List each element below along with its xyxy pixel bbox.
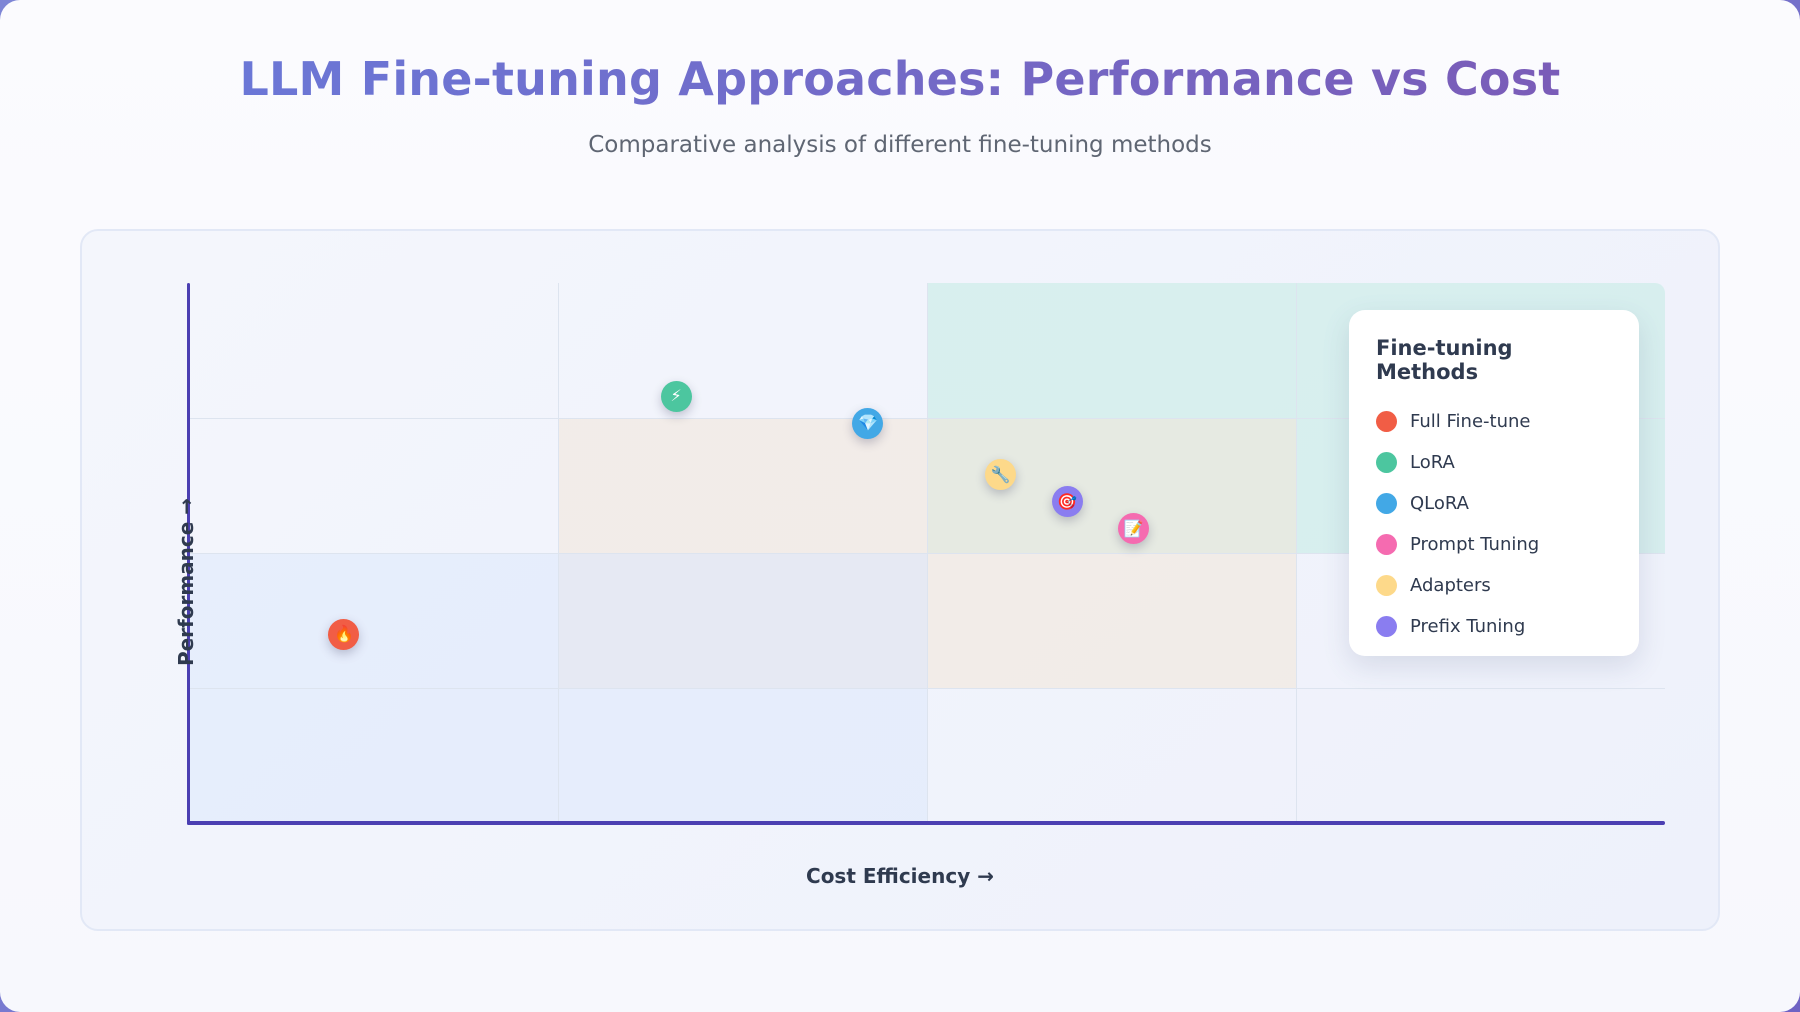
legend-color-dot [1376, 411, 1397, 432]
legend-item: QLoRA [1376, 483, 1613, 524]
legend-item: Full Fine-tune [1376, 401, 1613, 442]
chart-title: LLM Fine-tuning Approaches: Performance … [0, 52, 1800, 106]
x-axis [187, 821, 1665, 825]
legend-label: QLoRA [1410, 493, 1469, 514]
legend: Fine-tuning Methods Full Fine-tune LoRA QL… [1349, 310, 1639, 656]
y-axis [187, 283, 190, 825]
fire-icon: 🔥 [334, 624, 354, 643]
legend-label: Prompt Tuning [1410, 534, 1540, 555]
legend-title: Fine-tuning Methods [1376, 336, 1513, 384]
legend-color-dot [1376, 534, 1397, 555]
legend-items: Full Fine-tune LoRA QLoRA Prompt Tuning Adap… [1376, 401, 1613, 647]
legend-color-dot [1376, 452, 1397, 473]
target-icon: 🎯 [1057, 491, 1078, 511]
data-point-prefix-tuning[interactable]: 🎯 [1051, 486, 1083, 518]
legend-color-dot [1376, 493, 1397, 514]
gem-icon: 💎 [857, 413, 878, 433]
legend-color-dot [1376, 616, 1397, 637]
legend-item: Prefix Tuning [1376, 606, 1613, 647]
legend-color-dot [1376, 575, 1397, 596]
y-axis-label: Performance → [174, 497, 198, 667]
memo-icon: 📝 [1123, 518, 1144, 538]
gridline-horizontal [189, 553, 1665, 554]
chart-subtitle: Comparative analysis of different fine-t… [588, 132, 1212, 158]
gridline-horizontal [189, 418, 1665, 419]
legend-item: Prompt Tuning [1376, 524, 1613, 565]
data-point-qlora[interactable]: 💎 [852, 407, 884, 439]
legend-label: Adapters [1410, 575, 1491, 596]
data-point-adapters[interactable]: 🔧 [985, 459, 1017, 491]
legend-label: LoRA [1410, 452, 1455, 473]
legend-label: Prefix Tuning [1410, 616, 1526, 637]
legend-label: Full Fine-tune [1410, 411, 1531, 432]
wrench-icon: 🔧 [990, 464, 1011, 484]
legend-item: Adapters [1376, 565, 1613, 606]
data-point-prompt-tuning[interactable]: 📝 [1118, 513, 1150, 545]
x-axis-label: Cost Efficiency → [806, 864, 994, 888]
lightning-icon: ⚡ [670, 386, 682, 406]
data-point-full-fine-tune[interactable]: 🔥 [328, 618, 360, 650]
chart-title-text: LLM Fine-tuning Approaches: Performance … [239, 52, 1561, 106]
data-point-lora[interactable]: ⚡ [660, 380, 692, 412]
plot-area: 🔥 ⚡ 💎 🔧 🎯 📝 [189, 283, 1665, 823]
gridline-vertical [1296, 283, 1297, 823]
legend-item: LoRA [1376, 442, 1613, 483]
